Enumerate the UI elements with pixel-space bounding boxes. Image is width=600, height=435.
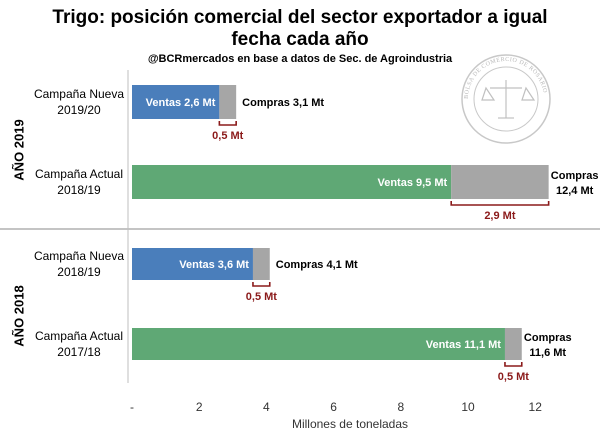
ventas-data-label: Ventas 9,5 Mt [377,177,447,189]
group-label-0: AÑO 2019 [11,119,26,180]
bar-ventas [132,85,220,119]
category-label: Campaña Nueva [34,249,124,263]
bar-compras-gap [504,328,522,360]
group-label-1: AÑO 2018 [11,285,26,346]
x-tick-label: 2 [196,400,203,414]
gap-data-label: 0,5 Mt [212,130,244,142]
x-tick-label: - [130,400,134,414]
bcr-seal-watermark: BOLSA DE COMERCIO DE ROSARIO [461,54,551,144]
chart-subtitle: @BCRmercados en base a datos de Sec. de … [148,53,453,65]
bar-ventas [132,165,452,199]
category-label: 2018/19 [57,183,101,197]
x-axis-title: Millones de toneladas [292,417,408,431]
compras-data-label: 12,4 Mt [556,185,594,197]
x-tick-label: 10 [461,400,475,414]
bar-compras-gap [252,248,270,280]
chart-title: Trigo: posición comercial del sector exp… [52,7,547,28]
compras-data-label: 11,6 Mt [529,347,566,359]
gap-bracket [218,121,237,126]
scales-of-justice-icon [481,80,536,119]
gap-data-label: 0,5 Mt [246,291,278,303]
ventas-data-label: Ventas 2,6 Mt [146,97,216,109]
gap-data-label: 0,5 Mt [498,371,530,383]
category-label: Campaña Actual [35,167,123,181]
x-tick-label: 8 [397,400,404,414]
compras-data-label: Compras 4,1 Mt [276,259,358,271]
category-label: 2019/20 [57,103,101,117]
gap-bracket [450,201,550,206]
bar-compras-gap [451,165,549,199]
chart-title-line2: fecha cada año [231,29,368,50]
compras-data-label: Compras 3,1 Mt [242,97,324,109]
category-label: 2018/19 [57,265,101,279]
bar-ventas [132,328,505,360]
category-label: Campaña Actual [35,329,123,343]
compras-data-label: Compras [551,170,599,182]
x-tick-label: 6 [330,400,337,414]
gap-data-label: 2,9 Mt [484,210,516,222]
category-label: 2017/18 [57,345,101,359]
bar-compras-gap [219,85,237,119]
x-tick-label: 12 [529,400,543,414]
category-label: Campaña Nueva [34,87,124,101]
ventas-data-label: Ventas 11,1 Mt [426,339,502,351]
gap-bracket [504,362,523,367]
ventas-data-label: Ventas 3,6 Mt [179,259,249,271]
compras-data-label: Compras [524,332,572,344]
bar-ventas [132,248,253,280]
gap-bracket [252,282,271,287]
x-tick-label: 4 [263,400,270,414]
